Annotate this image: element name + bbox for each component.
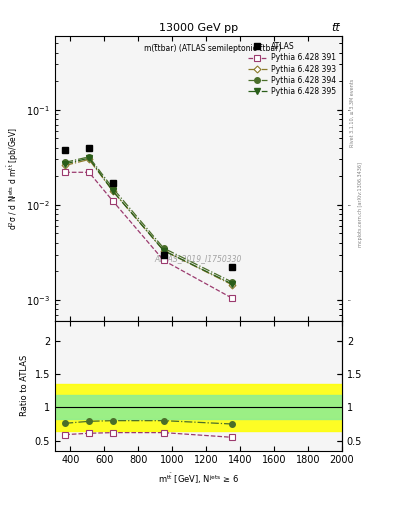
Text: m(t̅tbar) (ATLAS semileptonic t̅tbar): m(t̅tbar) (ATLAS semileptonic t̅tbar) (144, 45, 281, 53)
Text: Rivet 3.1.10, ≥ 3.3M events: Rivet 3.1.10, ≥ 3.3M events (350, 78, 355, 147)
X-axis label: m$^{\mathregular{t\bar{t}}}$ [GeV], N$^{\mathregular{jets}}$ ≥ 6: m$^{\mathregular{t\bar{t}}}$ [GeV], N$^{… (158, 471, 239, 485)
Text: tt̅: tt̅ (331, 23, 340, 33)
Y-axis label: d$^2$σ / d N$^{\mathregular{jets}}$ d m$^{\mathregular{t\bar{t}}}$ [pb/GeV]: d$^2$σ / d N$^{\mathregular{jets}}$ d m$… (5, 127, 20, 230)
Text: 13000 GeV pp: 13000 GeV pp (159, 23, 238, 33)
Legend: ATLAS, Pythia 6.428 391, Pythia 6.428 393, Pythia 6.428 394, Pythia 6.428 395: ATLAS, Pythia 6.428 391, Pythia 6.428 39… (246, 39, 338, 98)
Text: ATLAS_2019_I1750330: ATLAS_2019_I1750330 (155, 254, 242, 263)
Text: mcplots.cern.ch [arXiv:1306.3436]: mcplots.cern.ch [arXiv:1306.3436] (358, 162, 363, 247)
Y-axis label: Ratio to ATLAS: Ratio to ATLAS (20, 355, 29, 416)
